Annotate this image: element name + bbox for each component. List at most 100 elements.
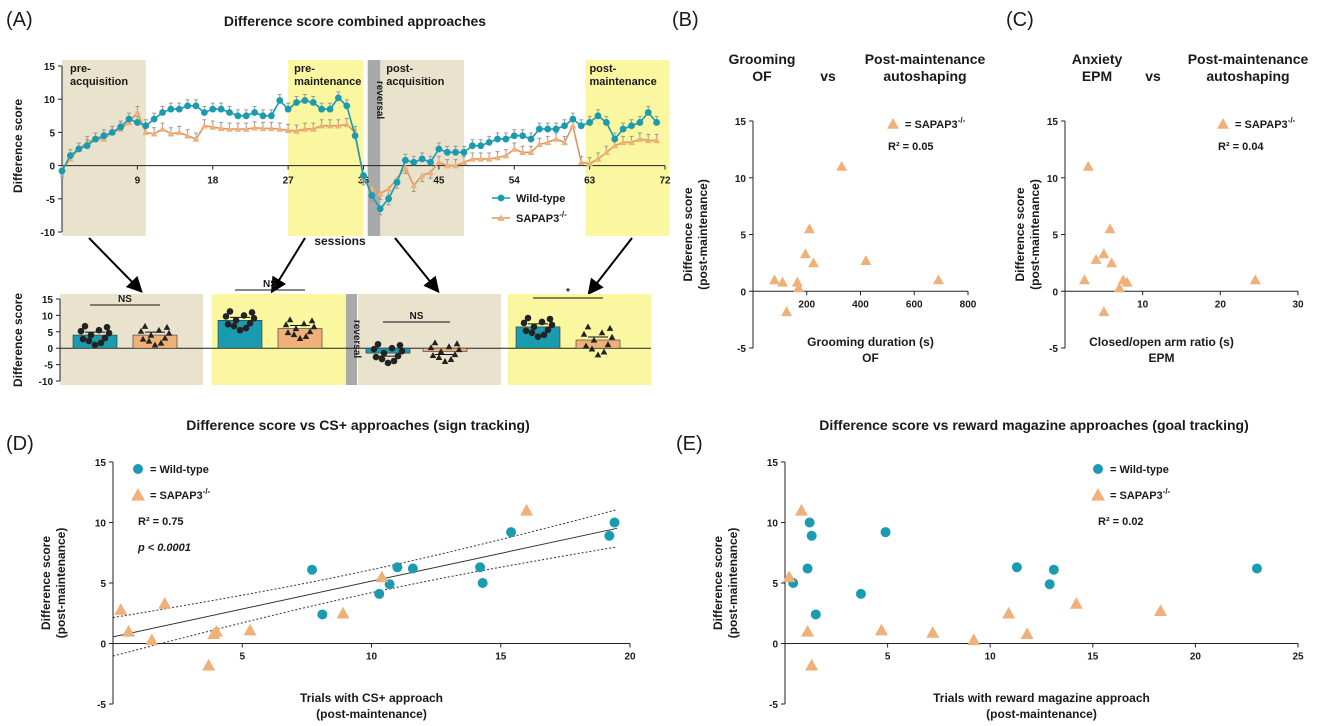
sap-point: [636, 135, 644, 142]
wt-point: [385, 195, 393, 203]
title-vs: vs: [1145, 68, 1161, 84]
y-tick-label: 0: [772, 640, 778, 651]
arrow: [587, 237, 633, 296]
sap-point: [418, 172, 426, 179]
bar-point-wt: [240, 312, 248, 319]
bar-point-wt: [396, 341, 404, 349]
wt-point: [611, 135, 619, 143]
title-right: Post-maintenance autoshaping: [865, 51, 986, 84]
bar-point-sap: [310, 323, 318, 330]
sap-point: [602, 148, 610, 156]
sap-point: [326, 122, 334, 129]
y-tick-label: -5: [1049, 344, 1058, 355]
panel-e-scatter: (E) Difference score vs reward magazine a…: [676, 417, 1304, 721]
bar-point-wt: [246, 319, 254, 327]
wt-point: [184, 102, 192, 110]
point-wt: [880, 527, 891, 538]
sap-point: [619, 138, 627, 146]
y-tick-label: 15: [735, 117, 747, 128]
x-tick-label: 10: [366, 652, 378, 663]
wt-point: [485, 138, 493, 146]
phase-bg-post-maintenance: [585, 60, 669, 236]
bar-reversal-strip: [346, 294, 357, 385]
point-wt: [806, 530, 817, 541]
point-wt: [604, 530, 615, 541]
legend-marker-sap: [131, 488, 145, 501]
y-tick-label: 5: [772, 579, 778, 590]
bar-point-sap: [580, 330, 588, 337]
panel-a-x-label: sessions: [314, 234, 366, 248]
sap-point: [150, 130, 158, 137]
sap-point: [468, 155, 476, 162]
wt-point: [217, 105, 225, 113]
bar-point-wt: [236, 326, 244, 334]
bar-y-tick-label: 15: [42, 295, 54, 306]
phase-label: pre-acquisition: [70, 63, 128, 88]
bar-point-wt: [398, 347, 406, 355]
point-wt: [1048, 564, 1059, 575]
y-tick-label: -5: [769, 700, 778, 711]
bar-wt: [217, 320, 263, 349]
bar-point-wt: [226, 308, 234, 315]
fit-line: [112, 527, 618, 638]
wt-point: [636, 119, 644, 126]
x-tick-label: 20: [624, 652, 636, 663]
sap-point: [276, 125, 284, 132]
wt-point: [368, 192, 376, 199]
bar-y-tick-label: 0: [47, 344, 53, 355]
bar-point-sap: [161, 334, 169, 341]
bar-point-sap: [584, 323, 592, 330]
point-sap: [1069, 597, 1083, 609]
point-sap: [375, 570, 389, 583]
wt-point: [376, 205, 384, 213]
y-tick-label: 10: [95, 519, 107, 530]
sap-point: [569, 122, 577, 129]
bar-point-wt: [540, 331, 548, 339]
bar-point-sap: [598, 329, 606, 336]
sig-label: NS: [118, 294, 132, 305]
point-sap: [801, 624, 815, 637]
panel-c-scatter: (C) Anxiety EPM vs Post-maintenance autoshapi…: [1006, 9, 1309, 365]
point-sap: [769, 274, 780, 285]
point-sap: [860, 255, 872, 266]
y-tick-label: 15: [767, 458, 779, 469]
legend-marker-sap: [1091, 488, 1105, 501]
wt-point: [209, 105, 217, 113]
legend-label-wt: Wild-type: [516, 193, 565, 205]
bar-point-wt: [520, 319, 528, 327]
wt-point: [519, 132, 527, 140]
arrow: [270, 237, 306, 294]
sap-point: [401, 164, 409, 171]
title-vs: vs: [820, 68, 836, 84]
bar-y-tick-label: -10: [39, 377, 54, 388]
sap-point: [552, 135, 560, 142]
y-tick-label: 5: [1052, 231, 1058, 242]
title-right: Post-maintenance autoshaping: [1188, 51, 1309, 84]
wt-point: [343, 102, 351, 110]
x-tick-label: 30: [1292, 299, 1304, 310]
sap-point: [628, 138, 635, 146]
y-label: Difference score(post-maintenance): [1013, 179, 1042, 290]
bar-point-sap: [139, 335, 147, 342]
point-sap: [967, 633, 981, 646]
x-tick-label: 10: [1137, 299, 1149, 310]
panel-label-a: (A): [6, 9, 33, 31]
wt-point: [242, 112, 250, 120]
y-tick-label: 10: [767, 519, 779, 530]
sig-label: NS: [410, 311, 424, 322]
point-sap: [1249, 274, 1261, 285]
point-sap: [1078, 274, 1090, 285]
panel-label: (E): [676, 433, 703, 455]
x-tick-label: 72: [659, 176, 671, 187]
bar-point-wt: [530, 323, 538, 331]
wt-point: [100, 132, 108, 140]
point-wt: [1251, 563, 1262, 574]
panel-a-line-chart: (A) Difference score combined approaches…: [6, 9, 671, 248]
phase-bg-pre-maintenance: [288, 60, 364, 236]
bar-point-wt: [101, 334, 109, 342]
y-tick-label: 0: [49, 162, 55, 173]
point-sap: [158, 597, 172, 609]
sap-point: [184, 132, 192, 139]
bar-point-wt: [544, 326, 552, 334]
y-tick-label: 0: [100, 640, 106, 651]
